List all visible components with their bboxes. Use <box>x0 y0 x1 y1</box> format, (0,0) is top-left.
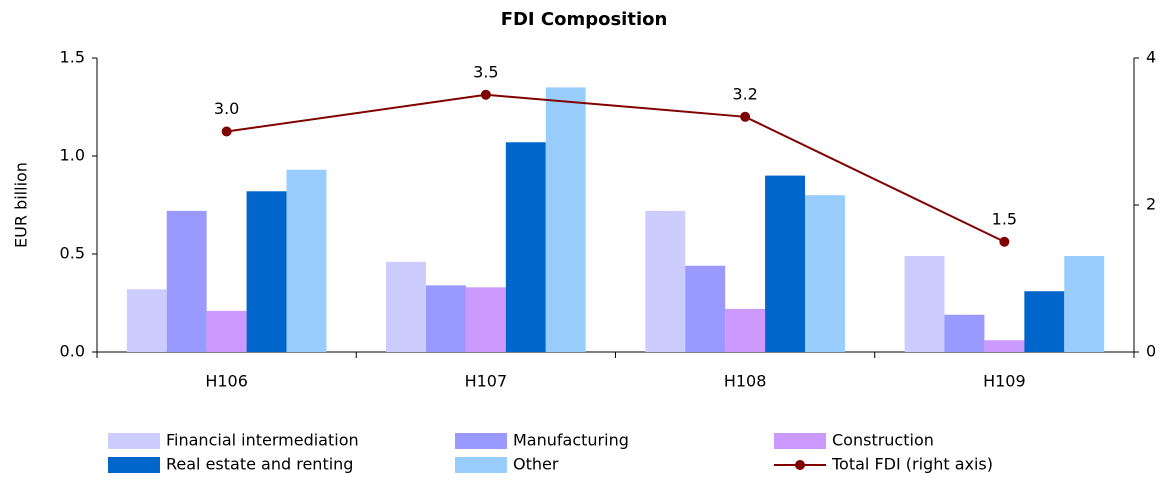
data-label: 1.5 <box>992 209 1017 228</box>
bar <box>545 87 586 353</box>
line <box>226 93 1005 243</box>
bar <box>425 285 466 352</box>
bar <box>1024 291 1065 352</box>
x-tick-label: H108 <box>724 372 767 391</box>
bar <box>645 210 686 352</box>
legend-label: Construction <box>832 431 934 450</box>
legend-swatch <box>108 433 160 449</box>
bar <box>505 142 546 352</box>
x-tick-label: H107 <box>465 372 508 391</box>
bar <box>386 261 426 352</box>
bar <box>465 287 506 352</box>
bar <box>944 314 985 352</box>
y-axis-label: EUR billion <box>12 162 31 248</box>
x-tick-label: H106 <box>205 372 248 391</box>
bar <box>765 175 806 352</box>
legend-label: Real estate and renting <box>166 455 353 474</box>
chart-title: FDI Composition <box>501 9 668 30</box>
legend-swatch <box>455 457 507 473</box>
legend-swatch <box>108 457 160 473</box>
marker <box>480 89 491 100</box>
data-label: 3.5 <box>473 62 498 81</box>
y-tick-label: 0.0 <box>60 342 85 361</box>
y-tick-label: 1.0 <box>60 146 85 165</box>
legend-label: Financial intermediation <box>166 431 359 450</box>
legend-label: Total FDI (right axis) <box>831 455 993 474</box>
marker <box>740 111 751 122</box>
y2-tick-label: 4 <box>1146 48 1156 67</box>
bar <box>126 289 167 352</box>
y2-tick-label: 2 <box>1146 195 1156 214</box>
legend-label: Other <box>513 455 559 474</box>
marker <box>221 126 232 137</box>
data-label: 3.2 <box>732 84 757 103</box>
marker <box>999 236 1010 247</box>
legend-swatch <box>774 433 826 449</box>
x-tick-label: H109 <box>983 372 1026 391</box>
data-label: 3.0 <box>214 99 239 118</box>
bar <box>286 169 327 352</box>
bar <box>166 210 207 352</box>
bar <box>1064 255 1105 352</box>
bar <box>805 195 845 352</box>
bar <box>206 310 247 352</box>
bar <box>685 265 726 352</box>
bar <box>904 255 945 352</box>
bar <box>725 308 766 352</box>
legend-swatch <box>455 433 507 449</box>
bar <box>246 191 287 352</box>
y-tick-label: 1.5 <box>60 48 85 67</box>
y2-tick-label: 0 <box>1146 342 1156 361</box>
legend-marker <box>795 460 805 470</box>
y-tick-label: 0.5 <box>60 244 85 263</box>
bar <box>984 340 1025 352</box>
legend-label: Manufacturing <box>513 431 629 450</box>
